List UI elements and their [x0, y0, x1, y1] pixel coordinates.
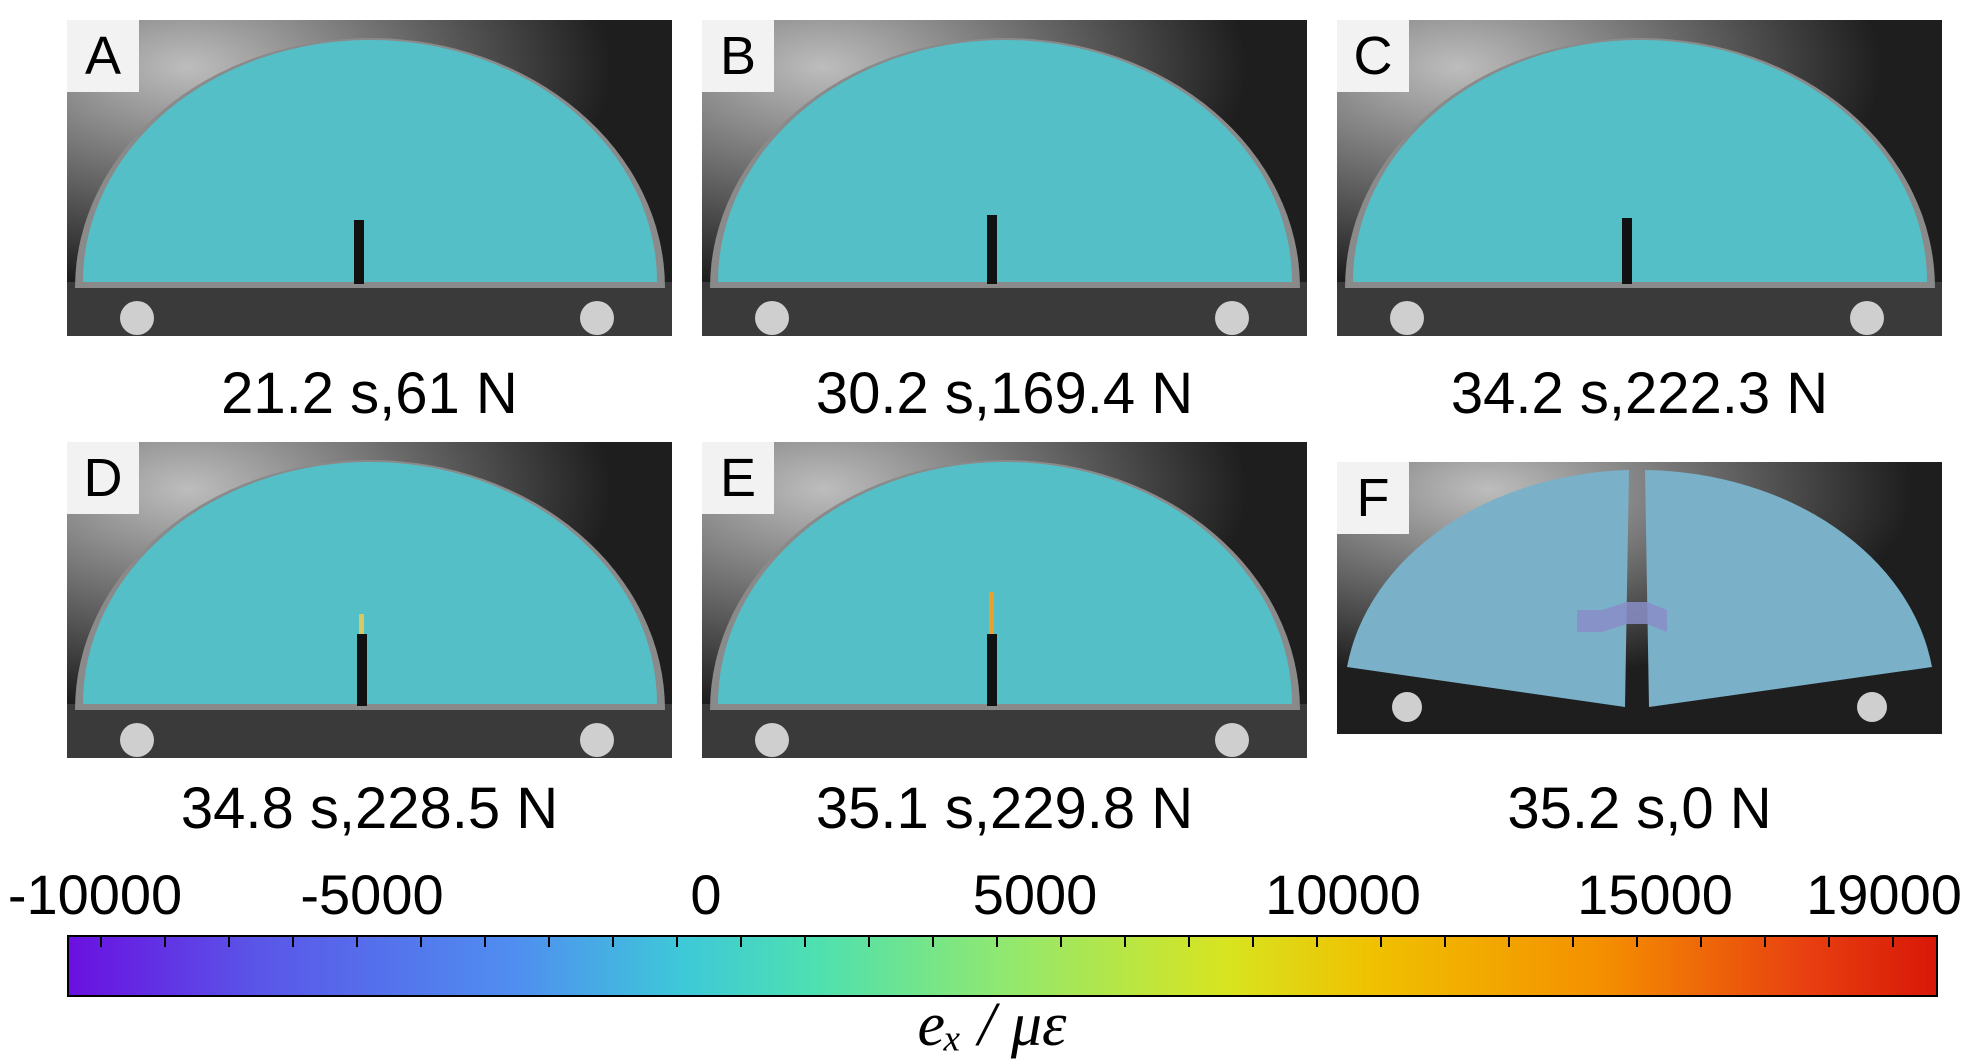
panel-caption: 34.2 s,222.3 N	[1450, 361, 1829, 426]
colorbar-tick-label: 19000	[1806, 863, 1962, 926]
colorbar-tick-label: 0	[690, 863, 722, 926]
colorbar	[67, 935, 1938, 997]
panel-caption: 34.8 s,228.5 N	[180, 776, 559, 841]
panel-f: F	[1337, 462, 1942, 734]
colorbar-unit-label: eₓ / με	[917, 991, 1067, 1059]
panel-label: D	[67, 442, 139, 514]
strain-field-image-d	[67, 442, 672, 758]
strain-field-image-b	[702, 20, 1307, 336]
strain-field-image-c	[1337, 20, 1942, 336]
strain-field-image-e	[702, 442, 1307, 758]
panel-e: E	[702, 442, 1307, 758]
panel-label: A	[67, 20, 139, 92]
panel-caption: 35.2 s,0 N	[1507, 776, 1772, 841]
panel-b: B	[702, 20, 1307, 336]
colorbar-ticks	[100, 937, 1894, 947]
panel-caption: 35.1 s,229.8 N	[815, 776, 1194, 841]
colorbar-tick-label: 5000	[972, 863, 1098, 926]
panel-c: C	[1337, 20, 1942, 336]
colorbar-tick-label: 15000	[1577, 863, 1733, 926]
panel-caption: 30.2 s,169.4 N	[815, 361, 1194, 426]
colorbar-tick-label: -10000	[7, 863, 183, 926]
panel-label: C	[1337, 20, 1409, 92]
colorbar-tick-label: 10000	[1265, 863, 1421, 926]
panel-label: B	[702, 20, 774, 92]
panel-caption: 21.2 s,61 N	[221, 361, 518, 426]
strain-field-image-f	[1337, 462, 1942, 734]
colorbar-tick-label: -5000	[300, 863, 444, 926]
panel-label: E	[702, 442, 774, 514]
strain-field-image-a	[67, 20, 672, 336]
panel-a: A	[67, 20, 672, 336]
panel-label: F	[1337, 462, 1409, 534]
panel-d: D	[67, 442, 672, 758]
